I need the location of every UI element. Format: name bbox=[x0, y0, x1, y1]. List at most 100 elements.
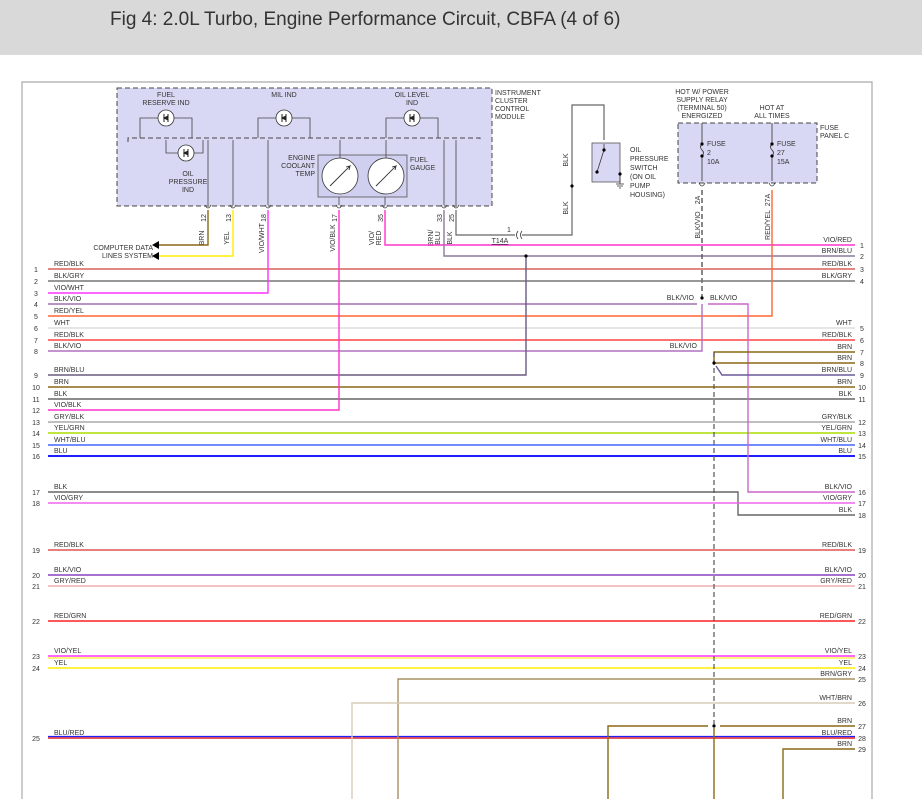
left-pin-number: 17 bbox=[32, 490, 40, 497]
instrument-cluster-label: CLUSTER bbox=[495, 98, 528, 105]
right-wire-label: BLU bbox=[838, 448, 852, 455]
left-pin-number: 5 bbox=[34, 314, 38, 321]
right-pin-number: 4 bbox=[860, 279, 864, 286]
instrument-cluster-box bbox=[116, 87, 493, 207]
indicator-label: OIL LEVEL bbox=[395, 92, 430, 99]
pin-wire-label: RED bbox=[376, 231, 383, 246]
pin-number: 35 bbox=[378, 214, 385, 222]
fuse-label: FUSE bbox=[777, 141, 796, 148]
left-pin-number: 16 bbox=[32, 454, 40, 461]
left-wire-12 bbox=[48, 210, 340, 411]
pin-wire-label: BLK bbox=[447, 231, 454, 245]
right-wire-label: BLK/GRY bbox=[822, 273, 853, 280]
right-pin-number: 5 bbox=[860, 326, 864, 333]
inline-connector-icon bbox=[516, 230, 523, 240]
connector-pin-icon bbox=[698, 182, 706, 187]
left-pin-number: 9 bbox=[34, 373, 38, 380]
oil-pressure-ind-label: PRESSURE bbox=[169, 179, 208, 186]
right-pin-number: 28 bbox=[858, 736, 866, 743]
coolant-gauge-label: TEMP bbox=[296, 171, 316, 178]
right-wire-label: BRN/BLU bbox=[822, 248, 852, 255]
left-wire-label: RED/BLK bbox=[54, 332, 84, 339]
right-wire-9 bbox=[715, 365, 855, 376]
fuse-panel-label: PANEL C bbox=[820, 133, 849, 140]
right-pin-number: 24 bbox=[858, 666, 866, 673]
coolant-gauge-label: ENGINE bbox=[288, 155, 315, 162]
left-pin-number: 15 bbox=[32, 443, 40, 450]
right-pin-number: 18 bbox=[858, 513, 866, 520]
connector-pin-icon bbox=[768, 182, 776, 187]
right-wire-label: RED/BLK bbox=[822, 542, 852, 549]
hot-relay-label: (TERMINAL 50) bbox=[677, 105, 727, 112]
left-wire-label: BRN bbox=[54, 379, 69, 386]
left-pin-number: 8 bbox=[34, 349, 38, 356]
left-pin-number: 13 bbox=[32, 420, 40, 427]
right-pin-number: 1 bbox=[860, 243, 864, 250]
pin-wire-label: BRN bbox=[199, 231, 206, 246]
right-wire-label: WHT/BLU bbox=[821, 437, 853, 444]
pin-number: 25 bbox=[449, 214, 456, 222]
hot-relay-label: ENERGIZED bbox=[682, 113, 723, 120]
led-symbol-icon bbox=[162, 114, 169, 122]
left-wire-label: BRN/BLU bbox=[54, 367, 84, 374]
vio-red-wire bbox=[384, 210, 855, 246]
instrument-cluster-label: MODULE bbox=[495, 114, 525, 121]
oil-pressure-switch-box bbox=[591, 142, 621, 183]
left-wire-label: GRY/BLK bbox=[54, 414, 85, 421]
right-pin-number: 16 bbox=[858, 490, 866, 497]
connector-pin-icon bbox=[440, 204, 448, 209]
gauge-needle-icon bbox=[375, 165, 398, 187]
coolant-gauge-label: COOLANT bbox=[281, 163, 316, 170]
fuse-icon bbox=[770, 143, 774, 157]
left-wire-label: GRY/RED bbox=[54, 578, 86, 585]
connector-pin-icon bbox=[452, 204, 460, 209]
right-wire-label: BLK/VIO bbox=[825, 484, 853, 491]
right-pin-number: 13 bbox=[858, 431, 866, 438]
splice-dot bbox=[618, 172, 622, 176]
pin-wire-label: BRN/ bbox=[428, 230, 435, 247]
hot-relay-label: HOT W/ POWER bbox=[675, 89, 729, 96]
left-wire-3 bbox=[48, 210, 269, 294]
internal-bus bbox=[127, 137, 481, 142]
blk-vio-wire bbox=[708, 303, 855, 493]
left-wire-label: RED/BLK bbox=[54, 542, 84, 549]
fuse-wire-label: BLK/VIO bbox=[695, 211, 702, 239]
left-pin-number: 6 bbox=[34, 326, 38, 333]
splice-label: BLK/VIO bbox=[667, 295, 695, 302]
left-wire-label: BLU/RED bbox=[54, 730, 84, 737]
right-wire-label: RED/BLK bbox=[822, 261, 852, 268]
left-wire-label: BLK/VIO bbox=[54, 296, 82, 303]
connector-pin-icon bbox=[381, 204, 389, 209]
pin-wire-label: VIO/ bbox=[369, 231, 376, 245]
left-wire-label: BLK bbox=[54, 484, 68, 491]
right-pin-number: 25 bbox=[858, 677, 866, 684]
right-wire-label: BLK/VIO bbox=[825, 567, 853, 574]
right-wire-label: WHT/BRN bbox=[819, 695, 852, 702]
pin-wire-label: VIO/BLK bbox=[330, 224, 337, 252]
pin-wire-label: VIO/WHT bbox=[259, 222, 266, 253]
indicator-label: IND bbox=[406, 100, 418, 107]
oil-pressure-switch-label: SWITCH bbox=[630, 165, 658, 172]
right-pin-number: 10 bbox=[858, 385, 866, 392]
brn-blu-wire bbox=[443, 210, 855, 257]
left-wire-label: VIO/BLK bbox=[54, 402, 82, 409]
left-pin-number: 21 bbox=[32, 584, 40, 591]
connector-pin-icon bbox=[264, 204, 272, 209]
right-wire-label: VIO/RED bbox=[823, 237, 852, 244]
right-wire-label: VIO/YEL bbox=[825, 648, 852, 655]
right-wire-label: BRN bbox=[837, 355, 852, 362]
pin-wire-label: YEL bbox=[224, 231, 231, 244]
splice-dot bbox=[602, 148, 606, 152]
left-pin-number: 4 bbox=[34, 302, 38, 309]
oil-pressure-switch-label: (ON OIL bbox=[630, 174, 656, 181]
right-wire-7 bbox=[713, 351, 855, 363]
left-pin-number: 25 bbox=[32, 736, 40, 743]
splice-dot bbox=[712, 361, 716, 365]
led-symbol-icon bbox=[408, 114, 415, 122]
splice-dot bbox=[570, 184, 574, 188]
connector-pin-label: 1 bbox=[507, 227, 511, 234]
fuse-label: FUSE bbox=[707, 141, 726, 148]
figure-title: Fig 4: 2.0L Turbo, Engine Performance Ci… bbox=[110, 9, 621, 30]
splice-dot bbox=[700, 154, 704, 158]
splice-label: BLK/VIO bbox=[670, 343, 698, 350]
